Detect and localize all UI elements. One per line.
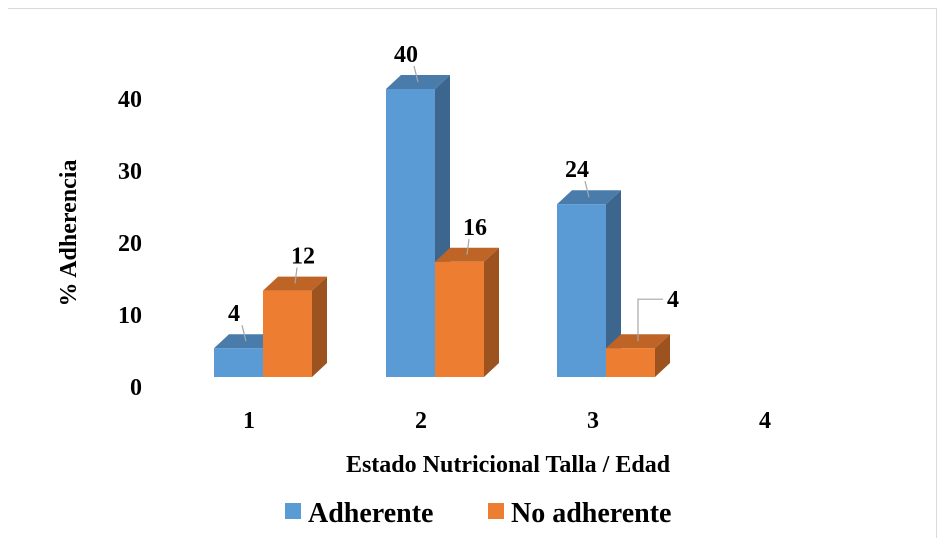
bar-side-face (606, 190, 621, 377)
legend-label-adherente: Adherente (308, 498, 433, 529)
data-label-leader (584, 181, 590, 198)
bar-side-face (484, 247, 499, 377)
bar-front-face (263, 290, 312, 377)
data-label-leader (241, 325, 247, 342)
legend: Adherente No adherente (285, 498, 671, 529)
data-label-no-adherente-2: 16 (463, 215, 487, 241)
bars-layer (214, 75, 670, 377)
data-label-no-adherente-3: 4 (667, 287, 679, 313)
bar-side-face (312, 276, 327, 377)
y-tick-label: 40 (118, 87, 142, 113)
chart-frame (8, 8, 937, 538)
bar-front-face (386, 89, 435, 377)
x-tick-label: 1 (243, 408, 255, 434)
data-label-no-adherente-1: 12 (291, 244, 315, 270)
x-tick-label: 3 (587, 408, 599, 434)
data-labels: 4 12 40 16 24 4 (228, 42, 679, 327)
y-tick-label: 10 (118, 303, 142, 329)
data-label-adherente-2: 40 (394, 42, 418, 68)
x-axis-title: Estado Nutricional Talla / Edad (346, 452, 671, 478)
data-label-leader (466, 238, 470, 255)
data-label-adherente-1: 4 (228, 301, 240, 327)
data-label-leader (637, 298, 663, 342)
x-tick-label: 4 (759, 408, 771, 434)
y-tick-label: 30 (118, 159, 142, 185)
data-label-leader (294, 267, 298, 284)
y-tick-label: 0 (130, 375, 142, 401)
y-axis-title: % Adherencia (56, 160, 82, 307)
data-label-leaders (241, 65, 663, 342)
legend-swatch-adherente (285, 503, 301, 519)
bar-front-face (214, 348, 263, 377)
x-tick-label: 2 (415, 408, 427, 434)
bar-front-face (606, 348, 655, 377)
bar-no-adherente-1 (263, 276, 327, 377)
y-tick-label: 20 (118, 231, 142, 257)
y-axis-ticks: 0 10 20 30 40 (118, 87, 142, 401)
legend-label-no-adherente: No adherente (511, 498, 671, 529)
bar-front-face (557, 204, 606, 377)
bar-adherente-3 (557, 190, 621, 377)
bar-front-face (435, 261, 484, 377)
bar-no-adherente-2 (435, 247, 499, 377)
x-axis-ticks: 1 2 3 4 (243, 408, 771, 434)
data-label-adherente-3: 24 (565, 157, 589, 183)
legend-swatch-no-adherente (488, 503, 504, 519)
data-label-leader (413, 65, 419, 83)
bar-side-face (655, 334, 670, 377)
